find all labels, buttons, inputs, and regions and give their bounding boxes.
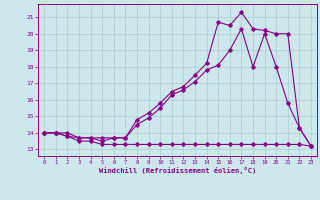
X-axis label: Windchill (Refroidissement éolien,°C): Windchill (Refroidissement éolien,°C) [99,167,256,174]
